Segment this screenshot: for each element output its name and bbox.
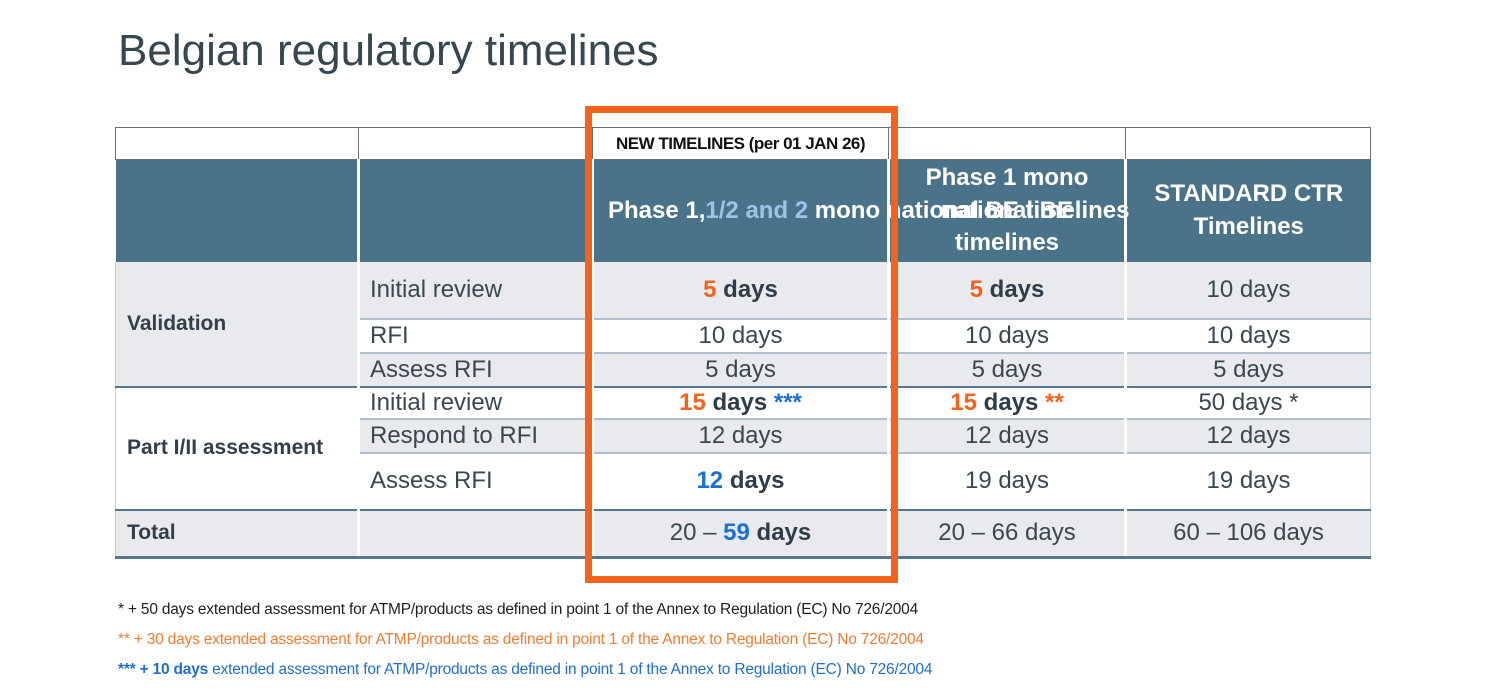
footnote-1: * + 50 days extended assessment for ATMP… bbox=[118, 601, 919, 618]
cell-new-timelines: 5 days bbox=[591, 261, 889, 319]
table-row-validation-initial: Validation Initial review 5 days 5 days … bbox=[115, 261, 1371, 387]
cell-new-timelines: 10 days bbox=[591, 317, 889, 353]
row-label: RFI bbox=[357, 317, 593, 353]
column-header-standard-ctr: STANDARD CTR Timelines bbox=[1124, 159, 1371, 262]
footnote-3: *** + 10 days extended assessment for AT… bbox=[118, 661, 933, 679]
cell-phase1-mono: 12 days bbox=[887, 417, 1126, 453]
table-row-total: Total 20 – 59 days 20 – 66 days 60 – 106… bbox=[115, 508, 1371, 559]
cell-standard-ctr: 10 days bbox=[1124, 317, 1371, 353]
header-text-lightblue: 1/2 and 2 bbox=[705, 196, 809, 224]
column-header-new-timelines: Phase 1,1/2 and 2 mono national BE timel… bbox=[591, 159, 1130, 262]
row-label: Respond to RFI bbox=[357, 417, 593, 453]
cell-new-timelines: 15 days *** bbox=[591, 385, 889, 419]
banner-cell-empty bbox=[1125, 127, 1371, 160]
table-row-part-assess: Assess RFI 12 days 19 days 19 days bbox=[116, 451, 1371, 510]
table-row-part-initial: Part I/II assessment Initial review 15 d… bbox=[115, 385, 1371, 510]
banner-row: NEW TIMELINES (per 01 JAN 26) bbox=[115, 127, 1371, 160]
cell-standard-ctr: 60 – 106 days bbox=[1124, 508, 1371, 559]
cell-standard-ctr: 12 days bbox=[1124, 417, 1371, 453]
cell-phase1-mono: 19 days bbox=[887, 451, 1126, 510]
cell-phase1-mono: 5 days bbox=[887, 351, 1126, 387]
table-row-validation-assess: Assess RFI 5 days 5 days 5 days bbox=[116, 351, 1371, 387]
table-row-part-respond: Respond to RFI 12 days 12 days 12 days bbox=[116, 417, 1371, 453]
header-text-white: Phase 1, bbox=[608, 196, 706, 224]
row-label: Initial review bbox=[357, 261, 593, 319]
footnote-2: ** + 30 days extended assessment for ATM… bbox=[118, 631, 924, 649]
cell-phase1-mono: 20 – 66 days bbox=[887, 508, 1126, 559]
footnotes: * + 50 days extended assessment for ATMP… bbox=[118, 601, 932, 691]
cell-new-timelines: 5 days bbox=[591, 351, 889, 387]
cell-phase1-mono: 15 days ** bbox=[887, 385, 1126, 419]
cell-new-timelines: 12 days bbox=[591, 451, 889, 510]
row-group-validation: Validation bbox=[115, 261, 359, 387]
row-group-part: Part I/II assessment bbox=[115, 385, 359, 510]
cell-standard-ctr: 50 days * bbox=[1124, 385, 1371, 419]
banner-cell-empty bbox=[115, 127, 359, 160]
cell-standard-ctr: 19 days bbox=[1124, 451, 1371, 510]
header-row: Phase 1,1/2 and 2 mono national BE timel… bbox=[115, 159, 1371, 262]
new-timelines-banner: NEW TIMELINES (per 01 JAN 26) bbox=[592, 127, 889, 160]
table-row-validation-rfi: RFI 10 days 10 days 10 days bbox=[116, 317, 1371, 353]
row-label: Initial review bbox=[357, 385, 593, 419]
page-title: Belgian regulatory timelines bbox=[118, 26, 659, 75]
header-cell-empty bbox=[115, 159, 359, 262]
row-label: Assess RFI bbox=[357, 351, 593, 387]
banner-cell-empty bbox=[358, 127, 593, 160]
cell-phase1-mono: 5 days bbox=[887, 261, 1126, 319]
cell-new-timelines: 20 – 59 days bbox=[591, 508, 889, 559]
row-label: Assess RFI bbox=[357, 451, 593, 510]
cell-empty bbox=[357, 508, 593, 559]
cell-phase1-mono: 10 days bbox=[887, 317, 1126, 353]
row-group-total: Total bbox=[115, 508, 359, 559]
cell-standard-ctr: 5 days bbox=[1124, 351, 1371, 387]
column-header-phase1-mono: Phase 1 mono national BE timelines bbox=[887, 159, 1126, 262]
cell-new-timelines: 12 days bbox=[591, 417, 889, 453]
cell-standard-ctr: 10 days bbox=[1124, 261, 1371, 319]
header-cell-empty bbox=[357, 159, 593, 262]
banner-cell-empty bbox=[888, 127, 1126, 160]
timelines-table: NEW TIMELINES (per 01 JAN 26) Phase 1,1/… bbox=[115, 127, 1371, 559]
